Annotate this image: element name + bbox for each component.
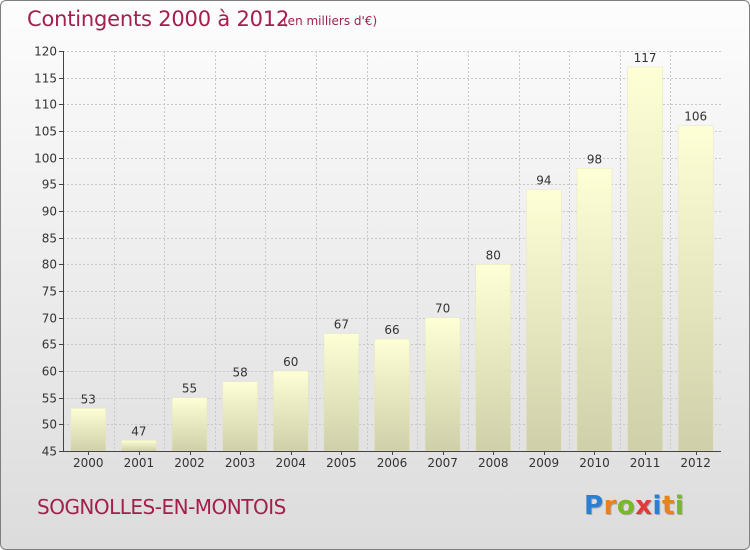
bar bbox=[677, 125, 714, 452]
y-tick-label: 90 bbox=[42, 205, 57, 219]
bar bbox=[273, 370, 309, 452]
x-tick-label: 2010 bbox=[579, 456, 610, 470]
bar-value-label: 98 bbox=[587, 152, 602, 166]
x-tick-label: 2012 bbox=[680, 456, 711, 470]
y-tick-label: 110 bbox=[34, 98, 57, 112]
bar-value-label: 70 bbox=[435, 302, 450, 316]
bar-value-label: 47 bbox=[131, 424, 146, 438]
y-tick-label: 75 bbox=[42, 285, 57, 299]
chart-subtitle: (en milliers d'€) bbox=[283, 14, 378, 28]
y-tick-label: 65 bbox=[42, 338, 57, 352]
bar bbox=[222, 381, 258, 452]
y-tick-label: 100 bbox=[34, 152, 57, 166]
logo-letter: x bbox=[635, 491, 653, 521]
bar-value-label: 94 bbox=[536, 174, 551, 188]
y-tick-label: 105 bbox=[34, 125, 57, 139]
y-tick-label: 85 bbox=[42, 232, 57, 246]
x-tick-label: 2009 bbox=[529, 456, 560, 470]
bar bbox=[171, 397, 208, 452]
bar bbox=[424, 317, 461, 452]
bar-value-label: 67 bbox=[334, 318, 349, 332]
x-tick-label: 2011 bbox=[630, 456, 661, 470]
x-tick-label: 2001 bbox=[124, 456, 155, 470]
logo-letter: i bbox=[652, 491, 662, 521]
bar bbox=[70, 408, 107, 452]
bars: 53 47 55 58 60 67 66 70 80 94 98 117 106 bbox=[70, 51, 714, 452]
y-tick-label: 55 bbox=[42, 392, 57, 406]
bar-value-label: 60 bbox=[283, 355, 298, 369]
x-tick-label: 2000 bbox=[73, 456, 104, 470]
y-tick-label: 45 bbox=[42, 445, 57, 459]
proxiti-logo[interactable]: Proxiti bbox=[584, 491, 684, 521]
x-tick-label: 2008 bbox=[478, 456, 509, 470]
x-tick-label: 2005 bbox=[326, 456, 357, 470]
logo-letter: r bbox=[603, 491, 617, 521]
bar bbox=[576, 168, 613, 452]
commune-name: SOGNOLLES-EN-MONTOIS bbox=[37, 495, 286, 519]
x-tick-label: 2006 bbox=[377, 456, 408, 470]
y-tick-label: 50 bbox=[42, 418, 57, 432]
bar-value-label: 106 bbox=[684, 110, 707, 124]
x-tick-label: 2002 bbox=[174, 456, 205, 470]
bar-value-label: 80 bbox=[486, 248, 501, 262]
bar-value-label: 53 bbox=[81, 392, 96, 406]
y-tick-label: 60 bbox=[42, 365, 57, 379]
bar bbox=[121, 440, 157, 452]
x-tick-label: 2003 bbox=[225, 456, 256, 470]
chart-title: Contingents 2000 à 2012 bbox=[27, 7, 290, 31]
bar-value-label: 117 bbox=[634, 51, 657, 65]
y-tick-label: 120 bbox=[34, 45, 57, 59]
bar bbox=[475, 264, 511, 452]
x-tick-label: 2007 bbox=[427, 456, 458, 470]
y-tick-label: 115 bbox=[34, 72, 57, 86]
bar bbox=[526, 189, 562, 452]
bar-value-label: 66 bbox=[384, 323, 399, 337]
y-tick-label: 95 bbox=[42, 178, 57, 192]
bar-value-label: 55 bbox=[182, 382, 197, 396]
logo-letter: i bbox=[674, 491, 685, 521]
x-tick-label: 2004 bbox=[275, 456, 306, 470]
logo-letter: t bbox=[661, 491, 675, 521]
bar bbox=[627, 66, 663, 452]
axes: 45 50 55 60 65 70 75 80 85 90 95 100 105 110 115 120 200… bbox=[34, 45, 721, 470]
y-tick-label: 80 bbox=[42, 258, 57, 272]
y-tick-label: 70 bbox=[42, 312, 57, 326]
bar bbox=[323, 333, 360, 452]
bar-value-label: 58 bbox=[233, 366, 248, 380]
bar bbox=[374, 338, 410, 452]
logo-letter: P bbox=[584, 491, 604, 521]
logo-letter: o bbox=[616, 491, 636, 521]
